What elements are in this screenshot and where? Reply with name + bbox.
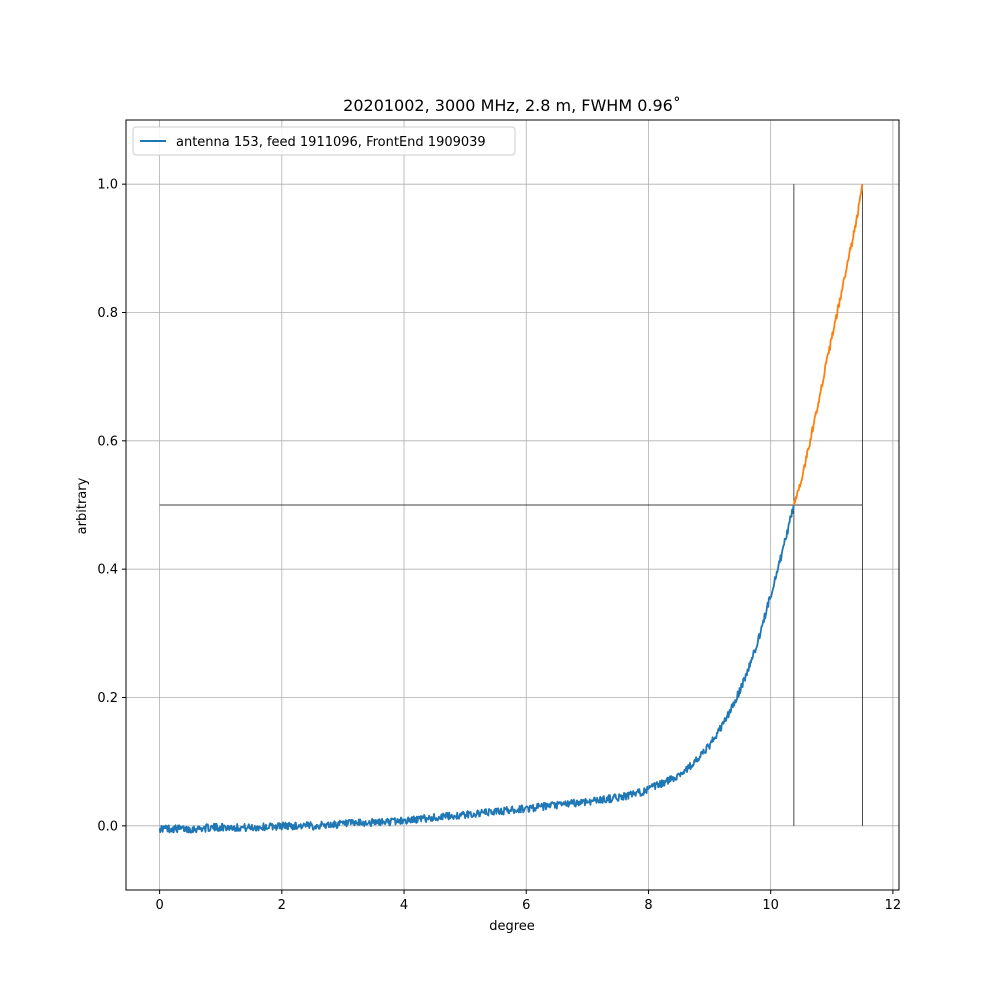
legend-label: antenna 153, feed 1911096, FrontEnd 1909… <box>176 135 486 150</box>
legend-box <box>132 126 516 156</box>
y-tick-label: 0.6 <box>97 434 118 449</box>
y-tick-label: 1.0 <box>97 178 118 193</box>
x-tick-label: 12 <box>885 898 902 913</box>
x-tick-label: 10 <box>762 898 779 913</box>
y-axis-ticks: 0.0 0.2 0.4 0.6 0.8 1.0 <box>97 178 126 834</box>
y-tick-label: 0.0 <box>97 819 118 834</box>
series-layer <box>158 184 864 834</box>
x-tick-label: 6 <box>522 898 530 913</box>
x-tick-label: 2 <box>278 898 286 913</box>
y-tick-label: 0.4 <box>97 563 118 578</box>
x-tick-label: 8 <box>644 898 652 913</box>
chart-title: 20201002, 3000 MHz, 2.8 m, FWHM 0.96˚ <box>343 96 681 115</box>
series-line-1 <box>793 184 864 506</box>
plot-frame <box>125 119 900 891</box>
y-tick-label: 0.8 <box>97 306 118 321</box>
x-tick-label: 4 <box>400 898 408 913</box>
series-line-0 <box>158 504 795 834</box>
x-axis-ticks: 0 2 4 6 8 10 12 <box>155 890 901 913</box>
x-axis-label: degree <box>489 919 535 934</box>
legend: antenna 153, feed 1911096, FrontEnd 1909… <box>132 126 516 156</box>
y-axis-label: arbitrary <box>75 477 90 534</box>
y-tick-label: 0.2 <box>97 691 118 706</box>
x-tick-label: 0 <box>155 898 163 913</box>
